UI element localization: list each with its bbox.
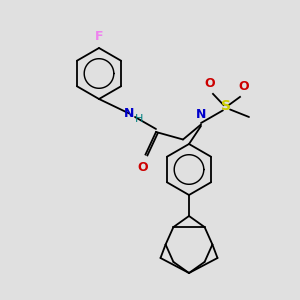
Text: N: N: [124, 107, 134, 120]
Text: H: H: [134, 113, 143, 124]
Text: O: O: [138, 160, 148, 173]
Text: O: O: [238, 80, 249, 93]
Text: F: F: [95, 30, 103, 43]
Text: S: S: [221, 100, 232, 113]
Text: N: N: [196, 108, 206, 121]
Text: O: O: [205, 77, 215, 90]
